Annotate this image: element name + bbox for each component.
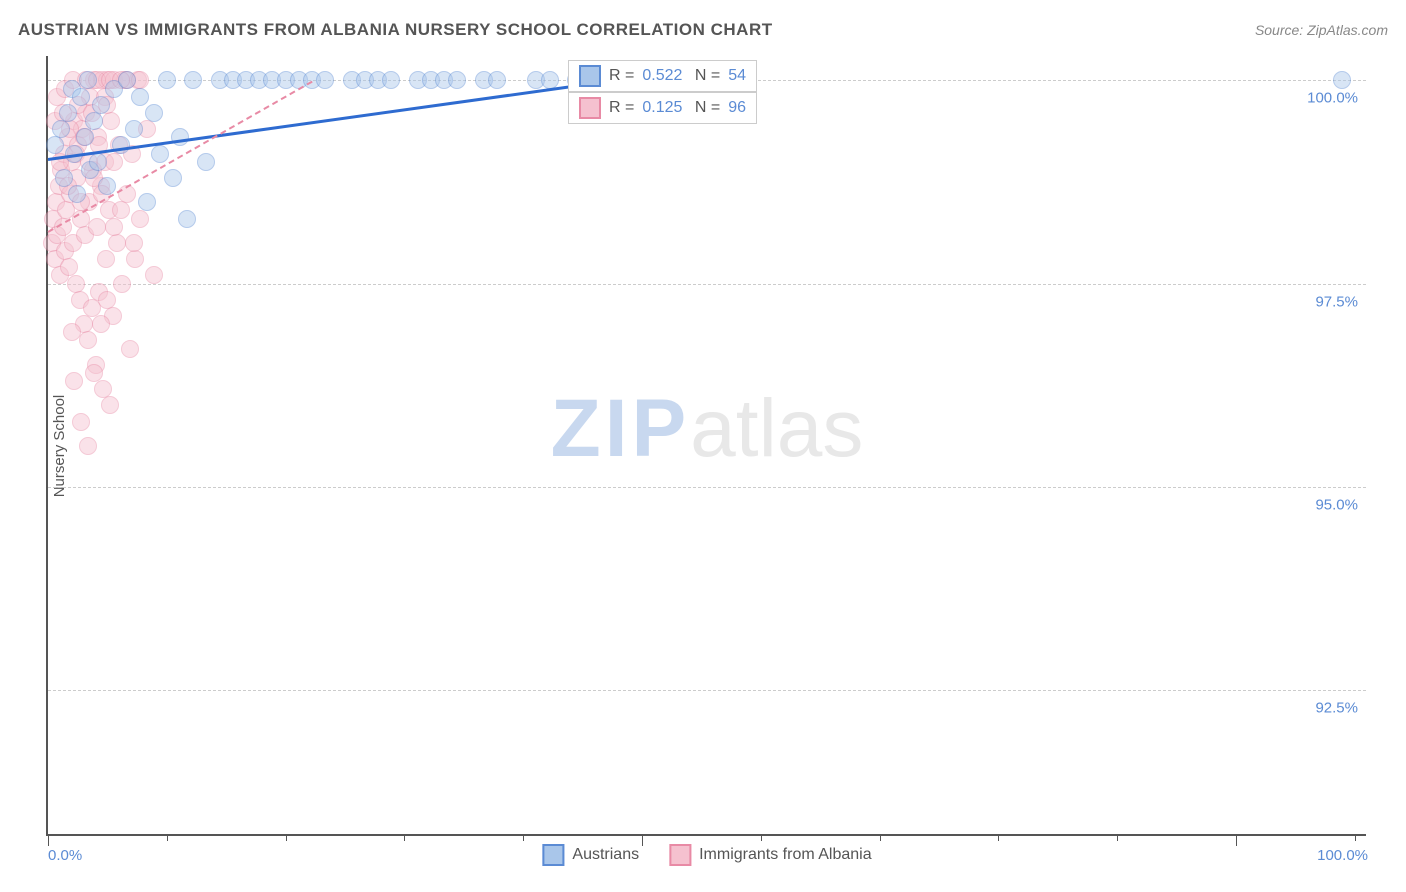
stat-legend: R = 0.125 N = 96 — [568, 92, 757, 124]
legend-n-value: 54 — [728, 67, 746, 85]
plot-area: ZIPatlas 92.5%95.0%97.5%100.0%0.0%100.0%… — [46, 56, 1366, 836]
data-point — [102, 112, 120, 130]
stat-legend: R = 0.522 N = 54 — [568, 60, 757, 92]
data-point — [59, 104, 77, 122]
legend-item: Immigrants from Albania — [669, 844, 872, 866]
data-point — [89, 153, 107, 171]
x-tick — [167, 834, 168, 841]
x-tick-label: 0.0% — [48, 847, 82, 864]
data-point — [113, 275, 131, 293]
data-point — [55, 169, 73, 187]
data-point — [68, 185, 86, 203]
legend-n-label: N = — [690, 67, 720, 85]
data-point — [101, 396, 119, 414]
x-tick — [880, 834, 881, 841]
legend-label: Immigrants from Albania — [699, 846, 872, 864]
data-point — [131, 210, 149, 228]
data-point — [79, 331, 97, 349]
x-tick — [523, 834, 524, 841]
data-point — [118, 71, 136, 89]
gridline — [48, 690, 1366, 691]
data-point — [1333, 71, 1351, 89]
data-point — [105, 153, 123, 171]
data-point — [448, 71, 466, 89]
legend-swatch — [669, 844, 691, 866]
data-point — [72, 88, 90, 106]
gridline — [48, 487, 1366, 488]
data-point — [97, 250, 115, 268]
legend-swatch — [579, 65, 601, 87]
data-point — [85, 364, 103, 382]
data-point — [316, 71, 334, 89]
data-point — [79, 437, 97, 455]
data-point — [145, 266, 163, 284]
legend-label: Austrians — [572, 846, 639, 864]
legend-n-label: N = — [690, 99, 720, 117]
data-point — [98, 291, 116, 309]
y-tick-label: 95.0% — [1315, 496, 1358, 513]
legend-r-label: R = — [609, 99, 634, 117]
x-tick — [1117, 834, 1118, 841]
x-tick — [1236, 834, 1237, 846]
chart-header: AUSTRIAN VS IMMIGRANTS FROM ALBANIA NURS… — [18, 20, 1388, 40]
data-point — [92, 96, 110, 114]
data-point — [164, 169, 182, 187]
data-point — [108, 234, 126, 252]
data-point — [88, 218, 106, 236]
data-point — [52, 120, 70, 138]
data-point — [158, 71, 176, 89]
x-tick — [286, 834, 287, 841]
data-point — [171, 128, 189, 146]
gridline — [48, 284, 1366, 285]
data-point — [46, 136, 64, 154]
legend-r-value: 0.522 — [642, 67, 682, 85]
data-point — [65, 372, 83, 390]
data-point — [121, 340, 139, 358]
legend-swatch — [579, 97, 601, 119]
chart-title: AUSTRIAN VS IMMIGRANTS FROM ALBANIA NURS… — [18, 20, 773, 40]
data-point — [138, 193, 156, 211]
data-point — [126, 250, 144, 268]
y-tick-label: 100.0% — [1307, 90, 1358, 107]
data-point — [125, 234, 143, 252]
y-tick-label: 97.5% — [1315, 293, 1358, 310]
x-tick-label: 100.0% — [1317, 847, 1368, 864]
bottom-legend: Austrians Immigrants from Albania — [542, 844, 871, 866]
legend-n-value: 96 — [728, 99, 746, 117]
y-tick-label: 92.5% — [1315, 699, 1358, 716]
legend-r-value: 0.125 — [642, 99, 682, 117]
data-point — [92, 315, 110, 333]
x-tick — [404, 834, 405, 841]
data-point — [67, 275, 85, 293]
legend-swatch — [542, 844, 564, 866]
watermark: ZIPatlas — [551, 382, 864, 476]
x-tick — [48, 834, 49, 846]
data-point — [105, 218, 123, 236]
x-tick — [1355, 834, 1356, 841]
data-point — [184, 71, 202, 89]
x-tick — [998, 834, 999, 841]
data-point — [488, 71, 506, 89]
x-tick — [761, 834, 762, 841]
data-point — [145, 104, 163, 122]
data-point — [79, 71, 97, 89]
legend-r-label: R = — [609, 67, 634, 85]
data-point — [125, 120, 143, 138]
data-point — [197, 153, 215, 171]
data-point — [72, 413, 90, 431]
data-point — [63, 323, 81, 341]
data-point — [382, 71, 400, 89]
data-point — [131, 88, 149, 106]
data-point — [151, 145, 169, 163]
data-point — [76, 128, 94, 146]
data-point — [178, 210, 196, 228]
chart-source: Source: ZipAtlas.com — [1255, 22, 1388, 38]
legend-item: Austrians — [542, 844, 639, 866]
data-point — [85, 112, 103, 130]
